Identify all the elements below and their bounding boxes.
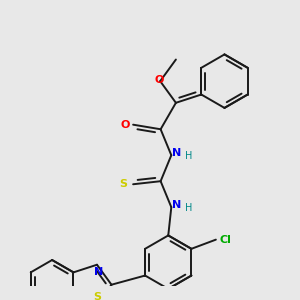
Text: O: O [121, 120, 130, 130]
Text: N: N [172, 148, 182, 158]
Text: N: N [172, 200, 182, 210]
Text: H: H [185, 151, 192, 161]
Text: Cl: Cl [220, 235, 231, 244]
Text: N: N [94, 267, 104, 278]
Text: S: S [120, 179, 128, 189]
Text: H: H [185, 203, 192, 213]
Text: O: O [154, 75, 164, 85]
Text: S: S [93, 292, 101, 300]
